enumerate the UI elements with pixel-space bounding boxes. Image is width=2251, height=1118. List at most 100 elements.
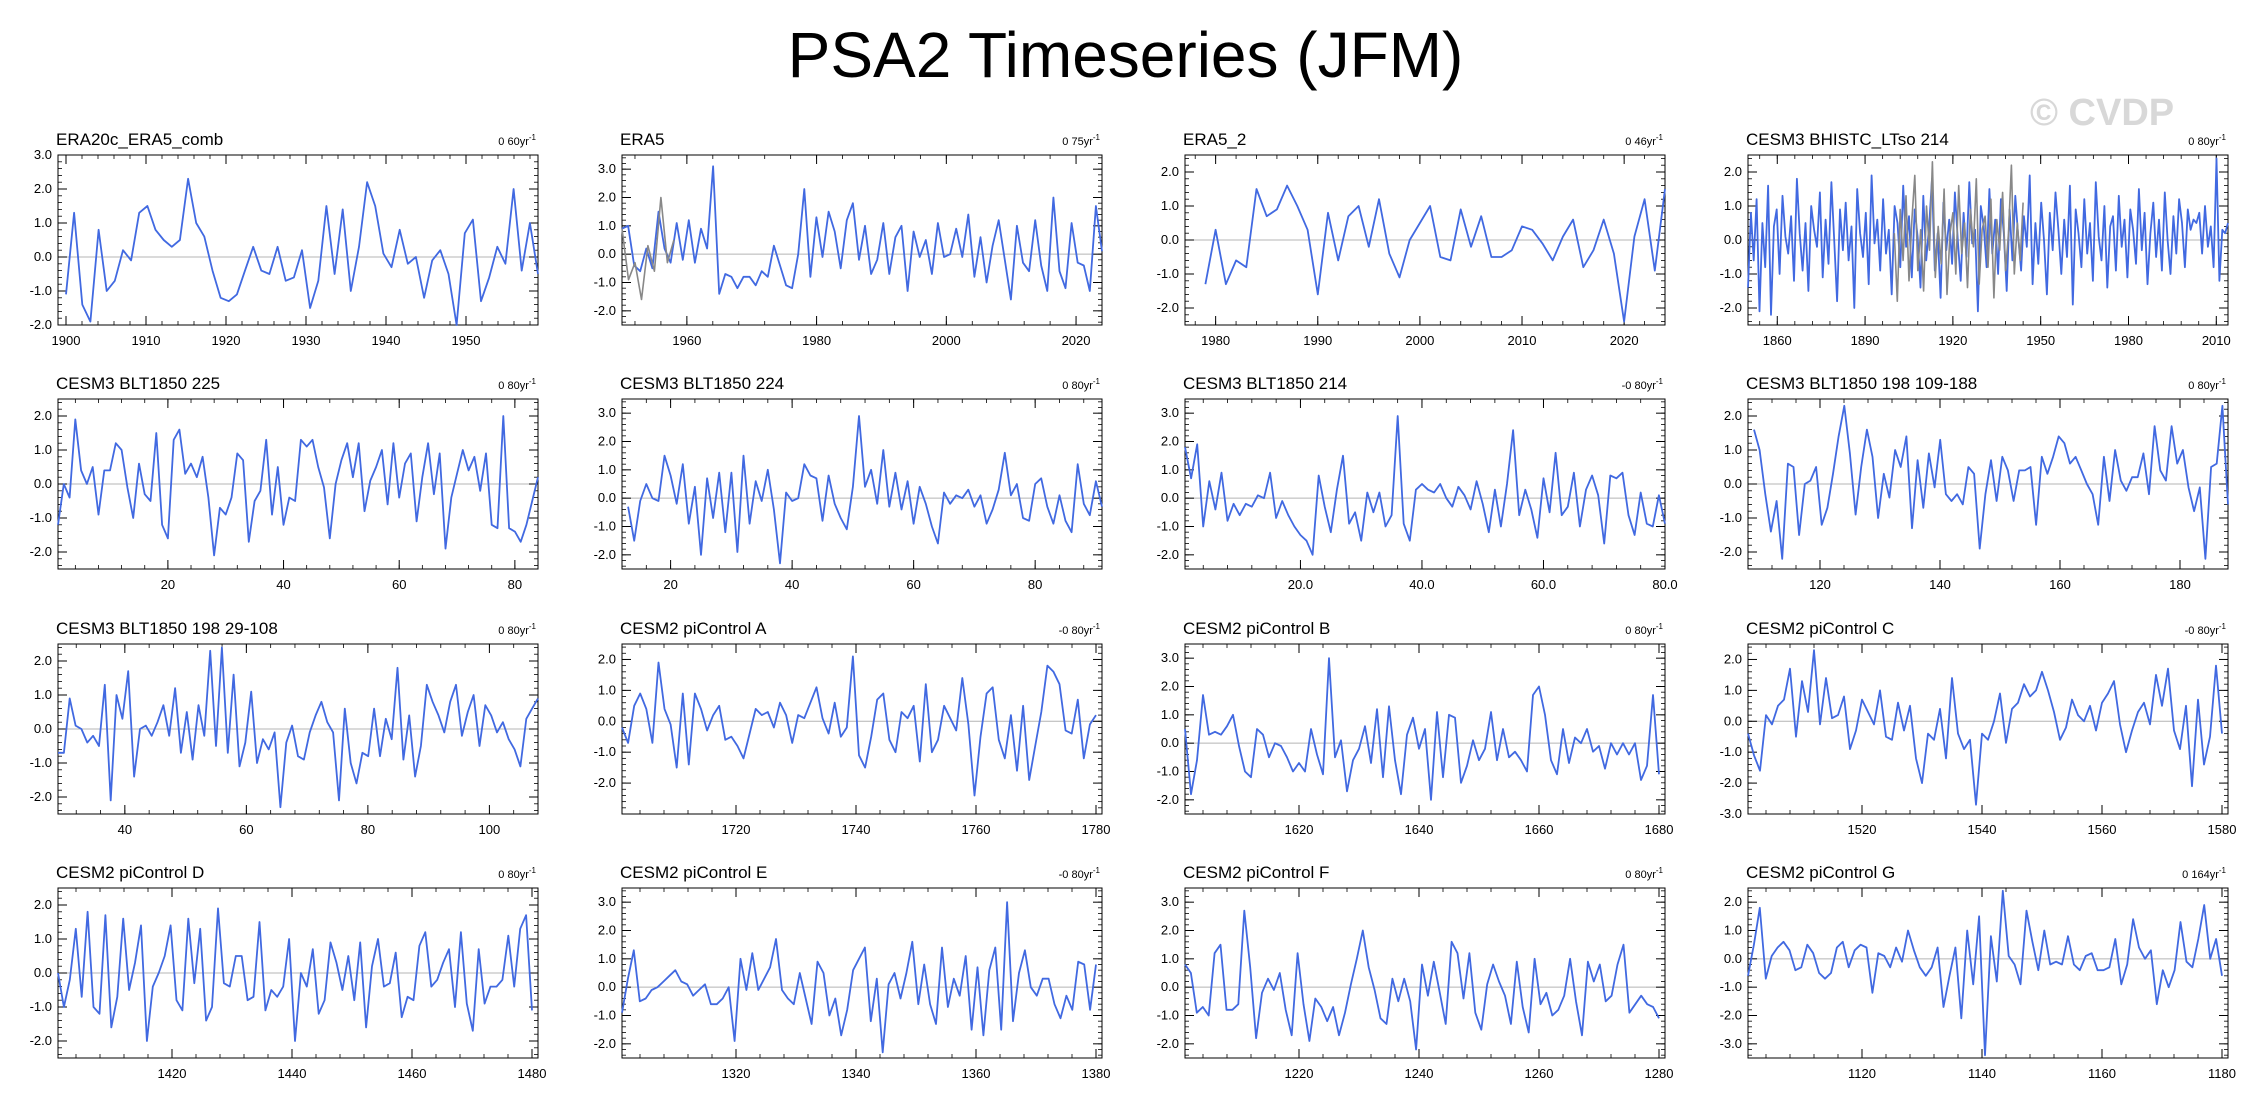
timeseries-line	[57, 415, 539, 557]
y-tick-label: -1.0	[30, 755, 52, 770]
panel-trend-label: 0 80yr-1	[2188, 133, 2226, 148]
y-tick-label: 2.0	[598, 434, 616, 449]
x-tick-label: 1580	[2208, 822, 2237, 837]
panel-trend-label: -0 80yr-1	[1059, 622, 1101, 637]
x-tick-label: 120	[1809, 577, 1831, 592]
panel-frame	[57, 154, 539, 326]
x-tick-label: 1460	[398, 1066, 427, 1081]
x-tick-label: 1640	[1405, 822, 1434, 837]
trend-value: -0 80yr	[2185, 625, 2220, 637]
y-tick-label: -2.0	[594, 547, 616, 562]
x-tick-label: 1980	[1201, 333, 1230, 348]
panel-frame	[621, 887, 1103, 1059]
panel-title: CESM3 BLT1850 198 29-108	[56, 619, 278, 638]
y-tick-label: 0.0	[1161, 232, 1179, 247]
y-tick-label: 1.0	[1161, 198, 1179, 213]
page-title: PSA2 Timeseries (JFM)	[787, 19, 1464, 91]
panel-trend-label: 0 60yr-1	[498, 133, 536, 148]
y-tick-label: 1.0	[34, 687, 52, 702]
y-tick-label: 0.0	[598, 713, 616, 728]
trend-exponent: -1	[2219, 622, 2227, 631]
timeseries-panel: CESM2 piControl E -0 80yr-1 -2.0 -1.0 0.0 1.0…	[594, 863, 1111, 1081]
y-tick-label: 2.0	[1724, 164, 1742, 179]
y-tick-label: 2.0	[598, 923, 616, 938]
y-tick-label: -1.0	[1720, 744, 1742, 759]
trend-exponent: -1	[1656, 133, 1664, 142]
trend-exponent: -1	[2219, 133, 2227, 142]
x-tick-label: 2010	[1508, 333, 1537, 348]
y-tick-label: -1.0	[30, 999, 52, 1014]
y-tick-label: -3.0	[1720, 1036, 1742, 1051]
x-tick-label: 2010	[2202, 333, 2231, 348]
x-tick-label: 1120	[1848, 1066, 1876, 1081]
y-tick-label: -2.0	[1720, 1008, 1742, 1023]
panel-title: CESM2 piControl C	[1746, 619, 1894, 638]
y-tick-label: -1.0	[1157, 519, 1179, 534]
panel-frame	[1747, 643, 2229, 815]
timeseries-panel: CESM3 BLT1850 225 0 80yr-1 -2.0 -1.0 0.0 1.0 2…	[30, 374, 539, 592]
panel-title: CESM2 piControl G	[1746, 863, 1895, 882]
y-tick-label: 1.0	[1161, 951, 1179, 966]
y-tick-label: -2.0	[30, 1033, 52, 1048]
x-tick-label: 40	[785, 577, 799, 592]
timeseries-panel: CESM2 piControl A -0 80yr-1 -2.0 -1.0 0.0 1.0…	[594, 619, 1111, 837]
panel-trend-label: 0 80yr-1	[498, 622, 536, 637]
timeseries-line	[65, 177, 539, 326]
panel-frame	[621, 643, 1103, 815]
x-tick-label: 1220	[1285, 1066, 1314, 1081]
x-tick-label: 1560	[2088, 822, 2117, 837]
x-tick-label: 1380	[1082, 1066, 1111, 1081]
x-tick-label: 1280	[1645, 1066, 1674, 1081]
y-tick-label: 0.0	[1724, 232, 1742, 247]
x-tick-label: 1140	[1968, 1066, 1996, 1081]
x-tick-label: 1160	[2088, 1066, 2116, 1081]
y-tick-label: -1.0	[1720, 266, 1742, 281]
y-tick-label: 2.0	[1161, 164, 1179, 179]
x-tick-label: 160	[2049, 577, 2071, 592]
trend-value: 0 80yr	[498, 625, 529, 637]
x-tick-label: 1780	[1082, 822, 1111, 837]
trend-value: 0 80yr	[2188, 136, 2219, 148]
overlay-series-line	[1893, 161, 2024, 303]
trend-value: 0 80yr	[1625, 625, 1656, 637]
x-tick-label: 1420	[158, 1066, 187, 1081]
timeseries-line	[58, 646, 539, 809]
y-tick-label: 1.0	[1161, 707, 1179, 722]
trend-exponent: -1	[1656, 866, 1664, 875]
y-tick-label: 1.0	[34, 215, 52, 230]
y-tick-label: -2.0	[30, 544, 52, 559]
trend-exponent: -1	[1656, 377, 1664, 386]
x-tick-label: 1760	[962, 822, 991, 837]
timeseries-panel: CESM3 BLT1850 224 0 80yr-1 -2.0 -1.0 0.0 1.0 2…	[594, 374, 1103, 592]
trend-value: 0 80yr	[2188, 380, 2219, 392]
timeseries-panel: ERA5_2 0 46yr-1 -2.0 -1.0 0.0 1.0 2.0 1980 1990 2…	[1157, 130, 1666, 348]
x-tick-label: 1960	[672, 333, 701, 348]
y-tick-label: 1.0	[34, 931, 52, 946]
timeseries-line	[1753, 404, 2229, 560]
panel-trend-label: 0 80yr-1	[1625, 866, 1663, 881]
timeseries-panel: CESM2 piControl F 0 80yr-1 -2.0 -1.0 0.0 1.0 2…	[1157, 863, 1674, 1081]
x-tick-label: 1260	[1525, 1066, 1554, 1081]
x-tick-label: 1180	[2208, 1066, 2236, 1081]
trend-exponent: -1	[529, 866, 537, 875]
trend-exponent: -1	[1656, 622, 1664, 631]
y-tick-label: -2.0	[30, 789, 52, 804]
timeseries-line	[1747, 649, 2223, 806]
y-tick-label: -2.0	[1720, 775, 1742, 790]
panel-title: CESM3 BLT1850 225	[56, 374, 220, 393]
y-tick-label: 1.0	[598, 218, 616, 233]
timeseries-line	[621, 901, 1097, 1054]
y-tick-label: -3.0	[1720, 806, 1742, 821]
y-tick-label: 2.0	[598, 651, 616, 666]
panel-frame	[1184, 398, 1666, 570]
overlay-series-line	[621, 196, 675, 301]
y-tick-label: -2.0	[1157, 547, 1179, 562]
timeseries-line	[621, 655, 1097, 797]
y-tick-label: 3.0	[34, 147, 52, 162]
panel-frame	[1184, 887, 1666, 1059]
timeseries-line	[1184, 415, 1666, 556]
trend-value: 0 164yr	[2182, 869, 2219, 881]
panel-title: CESM3 BLT1850 224	[620, 374, 784, 393]
panel-trend-label: 0 80yr-1	[1625, 622, 1663, 637]
y-tick-label: 3.0	[598, 894, 616, 909]
